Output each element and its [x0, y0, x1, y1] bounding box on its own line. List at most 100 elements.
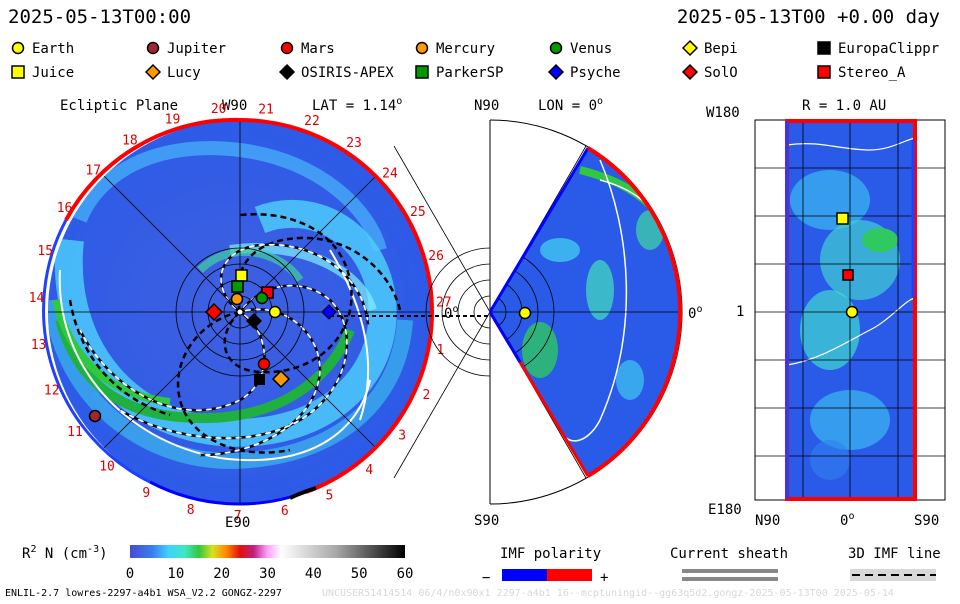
meridional-right-label: 0o: [688, 304, 702, 322]
ring-number: 9: [142, 486, 150, 501]
marker-juice: [235, 269, 248, 282]
imf-negative-swatch: [502, 569, 547, 581]
marker-parkersp: [231, 280, 244, 293]
legend-item-bepi: Bepi: [681, 39, 738, 57]
ring-number: 8: [187, 503, 195, 518]
sphere-mid-left: 1: [736, 304, 744, 320]
legend-item-juice: Juice: [11, 65, 74, 81]
legend-item-jupiter: Jupiter: [146, 41, 226, 57]
legend-marker-square: [11, 65, 25, 79]
carrington-longitude-numbers: 20 21222324252627123456789101112131415161…: [29, 102, 452, 524]
colorbar-label: R2 N (cm-3): [22, 544, 108, 562]
legend-marker-diamond: [681, 39, 699, 57]
ring-number: 18: [122, 133, 138, 148]
ring-number: 11: [67, 425, 83, 440]
ecliptic-lat-label: LAT = 1.14o: [312, 96, 402, 114]
legend-item-stereo-a: Stereo_A: [817, 65, 906, 81]
colorbar-tick: 0: [126, 566, 134, 582]
ring-number: 17: [85, 163, 101, 178]
legend-marker-square: [415, 65, 429, 79]
ring-number: 5: [326, 488, 334, 503]
marker-earth-meridional: [518, 306, 532, 320]
ring-number: 22: [304, 114, 320, 129]
legend-item-psyche: Psyche: [547, 63, 621, 81]
ring-number: 19: [165, 113, 181, 128]
colorbar-ticks: 0 10 20 30 40 50 60: [126, 566, 414, 582]
marker-mars: [257, 357, 271, 371]
legend-marker-circle: [549, 41, 563, 55]
legend-item-osiris-apex: OSIRIS-APEX: [278, 63, 394, 81]
meridional-bottom-label: S90: [474, 513, 499, 529]
legend-label: EuropaClippr: [838, 41, 939, 57]
sphere-bottom-mid: 0o: [840, 511, 854, 529]
ecliptic-panel: Ecliptic Plane W90 LAT = 1.14o: [29, 96, 490, 531]
colorbar-tick: 60: [397, 566, 414, 582]
colorbar-tick: 40: [305, 566, 322, 582]
marker-juice-sphere: [836, 212, 849, 225]
ring-number: 15: [37, 244, 53, 259]
footer-watermark: UNCUSER51414514 06/4/n0x90x1 2297-a4b1 1…: [322, 588, 894, 599]
legend-label: Mars: [301, 41, 335, 57]
ring-number: 25: [410, 205, 426, 220]
date-right: 2025-05-13T00 +0.00 day: [677, 6, 940, 28]
marker-earth-sphere: [845, 305, 859, 319]
sphere-top-left: W180: [706, 105, 740, 121]
sphere-bottom-s: S90: [914, 513, 939, 529]
imf-polarity-legend: IMF polarity − +: [482, 546, 608, 586]
imfline-title: 3D IMF line: [848, 546, 941, 562]
legend-item-solo: SolO: [681, 63, 738, 81]
legend-label: OSIRIS-APEX: [301, 65, 394, 81]
legend-item-europaclippr: EuropaClippr: [817, 41, 939, 57]
current-sheath-legend: Current sheath: [670, 546, 788, 581]
marker-venus: [255, 291, 269, 305]
legend-label: Bepi: [704, 41, 738, 57]
legend-label: Venus: [570, 41, 612, 57]
legend-label: Jupiter: [167, 41, 226, 57]
ring-number: 20: [211, 102, 227, 117]
ring-number: 3: [398, 429, 406, 444]
imf-positive-swatch: [547, 569, 592, 581]
meridional-panel: N90 LON = 0o: [393, 96, 702, 529]
ring-number: 1: [437, 343, 445, 358]
colorbar-tick: 20: [213, 566, 230, 582]
legend-marker-circle: [280, 41, 294, 55]
marker-lucy: [271, 369, 291, 389]
marker-solo: [204, 302, 224, 322]
legend-item-mercury: Mercury: [415, 41, 495, 57]
ecliptic-bottom-label: E90: [225, 515, 250, 531]
legend-marker-diamond: [681, 63, 699, 81]
legend-label: Mercury: [436, 41, 495, 57]
ring-number: 14: [29, 291, 45, 306]
legend-label: SolO: [704, 65, 738, 81]
ring-number: 26: [428, 249, 444, 264]
ring-number: 27: [436, 296, 452, 311]
marker-stereo-a-sphere: [842, 269, 854, 281]
marker-europaclipper: [254, 374, 265, 385]
legend-marker-diamond: [144, 63, 162, 81]
marker-jupiter: [88, 409, 102, 423]
ring-number: 16: [57, 201, 73, 216]
ecliptic-right-label: 0o: [444, 304, 458, 322]
legend-label: Earth: [32, 41, 74, 57]
legend-marker-circle: [146, 41, 160, 55]
sphere-bottom-left: E180: [708, 502, 742, 518]
ring-number: 24: [382, 167, 398, 182]
sphere-r-label: R = 1.0 AU: [802, 98, 886, 114]
legend-marker-diamond: [278, 63, 296, 81]
legend-label: Juice: [32, 65, 74, 81]
ring-number: 7: [234, 509, 242, 524]
sphere-panel: R = 1.0 AU W180 1 E180: [706, 98, 946, 529]
colorbar-tick: 50: [351, 566, 368, 582]
colorbar-gradient: [130, 545, 405, 558]
legend-label: Lucy: [167, 65, 201, 81]
legend-item-earth: Earth: [11, 41, 74, 57]
imf-plus: +: [600, 570, 608, 586]
footer-model: ENLIL-2.7 lowres-2297-a4b1 WSA_V2.2 GONG…: [5, 588, 282, 599]
ring-number: 2: [422, 388, 430, 403]
ring-number: 4: [365, 463, 373, 478]
ecliptic-title: Ecliptic Plane: [60, 98, 178, 114]
ecliptic-top-label: W90: [222, 98, 247, 114]
imf-line-legend: 3D IMF line: [848, 546, 941, 581]
legend-item-parkersp: ParkerSP: [415, 65, 503, 81]
colorbar: R2 N (cm-3) 0 10 20 30 40 50 60: [22, 544, 413, 582]
